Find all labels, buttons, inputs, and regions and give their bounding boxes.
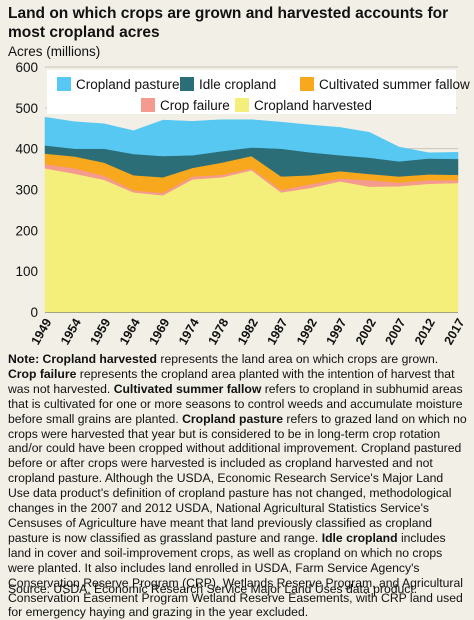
- y-tick-label: 400: [15, 142, 38, 157]
- term-crop-failure: Crop failure: [8, 366, 77, 381]
- area-series: [44, 116, 459, 313]
- y-tick-label: 600: [15, 60, 38, 75]
- legend-box: [47, 70, 456, 114]
- y-tick-label: 100: [15, 264, 38, 279]
- x-tick-label: 1978: [205, 316, 231, 347]
- area-cropland-harvested: [44, 167, 459, 313]
- term-idle-cropland: Idle cropland: [321, 530, 398, 545]
- x-tick-label: 2002: [353, 316, 379, 347]
- x-tick-label: 1974: [176, 316, 202, 347]
- note-fallow-text: refers to cropland in subhumid areas tha…: [8, 381, 463, 426]
- legend-swatch: [141, 98, 155, 112]
- legend-swatch: [180, 77, 194, 91]
- x-tick-label: 1992: [294, 316, 320, 347]
- y-tick-label: 0: [30, 305, 38, 320]
- note-failure-text: represents the cropland area planted wit…: [8, 366, 455, 396]
- legend-swatch: [57, 77, 71, 91]
- stacked-area-chart: 0 100 200 300 400 500 600 1949 1954 1959 1964 1969…: [15, 60, 470, 347]
- legend-label: Cultivated summer fallow: [319, 77, 470, 92]
- x-tick-label: 1982: [235, 316, 261, 347]
- source-note: Source: USDA, Economic Research Service …: [8, 582, 418, 596]
- chart-note: Note: Cropland harvested represents the …: [8, 352, 468, 620]
- y-tick-label: 500: [15, 101, 38, 116]
- note-harvested-text: represents the land area on which crops …: [160, 352, 439, 366]
- y-tick-label: 300: [15, 183, 38, 198]
- term-cropland-harvested: Cropland harvested: [42, 352, 158, 366]
- legend-swatch: [235, 98, 249, 112]
- y-tick-label: 200: [15, 223, 38, 238]
- x-tick-label: 2012: [412, 316, 438, 347]
- y-axis-label: Acres (millions): [8, 44, 101, 59]
- x-tick-label: 1949: [28, 316, 54, 347]
- y-tick-labels: 0 100 200 300 400 500 600: [15, 60, 38, 320]
- note-label: Note:: [8, 352, 40, 366]
- x-tick-labels: 1949 1954 1959 1964 1969 1974 1978 1982 1987 1992…: [28, 316, 467, 347]
- x-tick-label: 1954: [58, 316, 84, 347]
- x-tick-label: 2017: [441, 316, 467, 347]
- legend-label: Idle cropland: [199, 77, 276, 92]
- note-pasture-text: refers to grazed land on which no crops …: [8, 411, 467, 545]
- chart-title: Land on which crops are grown and harves…: [8, 5, 449, 41]
- legend-swatch: [300, 77, 314, 91]
- legend-label: Cropland harvested: [254, 98, 372, 113]
- x-tick-label: 1969: [146, 316, 172, 347]
- term-summer-fallow: Cultivated summer fallow: [113, 381, 262, 396]
- area-cropland-pasture: [44, 116, 459, 162]
- x-tick-label: 1964: [117, 316, 143, 347]
- legend: Cropland pasture Idle cropland Cultivated …: [47, 70, 470, 114]
- x-tick-label: 1997: [323, 316, 349, 347]
- legend-label: Cropland pasture: [76, 77, 180, 92]
- x-tick-label: 1959: [87, 316, 113, 347]
- legend-label: Crop failure: [160, 98, 230, 113]
- x-tick-label: 2007: [382, 316, 408, 347]
- term-cropland-pasture: Cropland pasture: [182, 411, 284, 426]
- x-tick-label: 1987: [264, 316, 290, 347]
